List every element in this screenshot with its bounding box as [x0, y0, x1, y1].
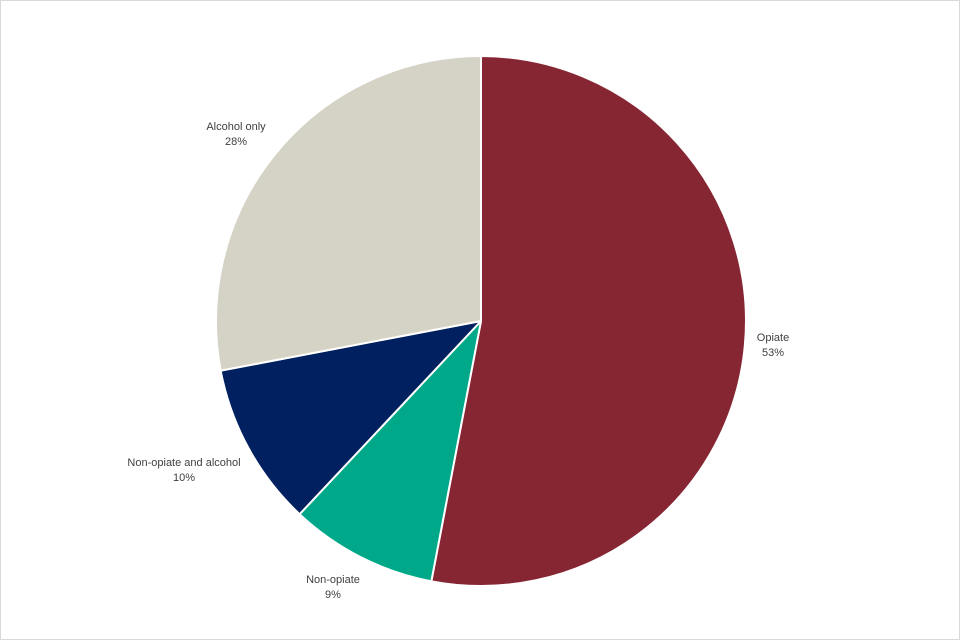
slice-label: Non-opiate and alcohol: [127, 457, 240, 469]
slice-value-label: 9%: [325, 589, 341, 601]
slice-value-label: 10%: [173, 472, 195, 484]
pie-slice-alcohol-only: [215, 55, 482, 372]
pie-slice-opiate: [430, 55, 747, 587]
slice-value-label: 53%: [762, 347, 784, 359]
slice-label: Non-opiate: [306, 574, 360, 586]
slice-label: Alcohol only: [206, 121, 266, 133]
pie-labels: Opiate 53% Non-opiate 9% Non-opiate and alco…: [127, 121, 789, 601]
pie-slice-non-opiate-and-alcohol: [219, 320, 482, 516]
pie-slices: [215, 55, 747, 587]
pie-slice-non-opiate: [298, 320, 482, 583]
slice-label: Opiate: [757, 332, 789, 344]
slice-value-label: 28%: [225, 136, 247, 148]
